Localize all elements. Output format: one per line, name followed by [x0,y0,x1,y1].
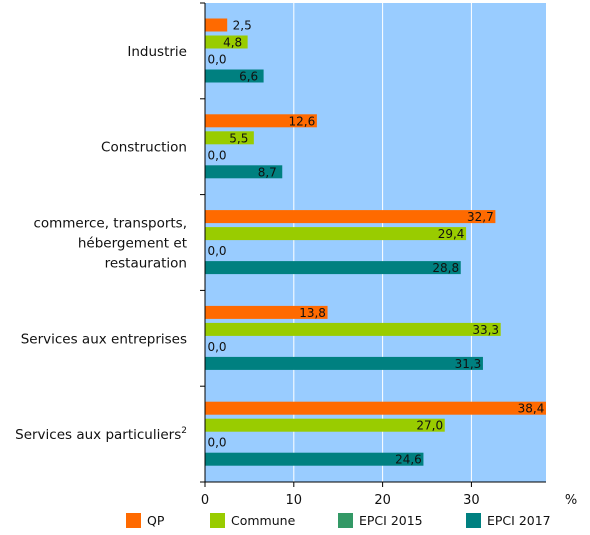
data-label: 6,6 [239,70,258,84]
category-label: Construction [101,140,187,156]
data-label: 24,6 [395,453,422,467]
legend-label: EPCI 2015 [359,513,423,528]
data-label: 0,0 [207,340,226,354]
bar [205,227,467,241]
category-labels: Industrie Construction commerce, transport… [15,44,187,443]
bars: 2,54,80,06,612,65,50,08,732,729,40,028,8… [205,18,546,467]
bar [205,18,228,32]
data-label: 8,7 [258,165,277,179]
data-label: 2,5 [233,19,252,33]
data-label: 0,0 [207,148,226,162]
data-label: 29,4 [438,227,465,241]
bar [205,305,328,319]
bar [205,131,254,145]
legend: QP Commune EPCI 2015 EPCI 2017 [126,513,551,528]
x-tick-label: 10 [286,493,303,508]
data-label: 0,0 [207,53,226,67]
bar [205,210,496,224]
x-tick-label: 0 [201,493,209,508]
data-label: 33,3 [472,323,499,337]
bar [205,261,461,275]
data-label: 27,0 [416,419,443,433]
bar [205,165,283,179]
x-axis-unit: % [565,493,577,508]
legend-label: Commune [231,513,296,528]
data-label: 28,8 [432,261,459,275]
data-label: 0,0 [207,244,226,258]
bar [205,418,445,432]
category-label: Services aux entreprises [21,331,187,347]
data-label: 38,4 [518,402,545,416]
legend-swatch [338,513,353,528]
category-label: restauration [105,256,187,272]
data-label: 31,3 [455,357,482,371]
category-label: Industrie [127,44,187,60]
bar [205,114,317,128]
legend-swatch [210,513,225,528]
bar [205,356,483,370]
legend-label: EPCI 2017 [487,513,551,528]
data-label: 5,5 [229,131,248,145]
category-label: commerce, transports, [33,216,187,232]
tick-labels: 0 10 20 30 [201,493,480,508]
category-label: hébergement et [78,236,187,252]
data-label: 12,6 [289,114,316,128]
legend-swatch [466,513,481,528]
category-label: Services aux particuliers2 [15,426,187,443]
data-label: 0,0 [207,436,226,450]
data-label: 32,7 [467,210,494,224]
legend-label: QP [147,513,165,528]
legend-swatch [126,513,141,528]
data-label: 13,8 [299,306,326,320]
bar [205,401,546,415]
bar [205,35,248,49]
bar [205,452,424,466]
axes [200,2,546,487]
x-tick-label: 20 [374,493,391,508]
bar [205,69,264,83]
bar [205,322,501,336]
footnote-marker: 2 [181,426,187,436]
data-label: 4,8 [223,36,242,50]
x-tick-label: 30 [463,493,480,508]
